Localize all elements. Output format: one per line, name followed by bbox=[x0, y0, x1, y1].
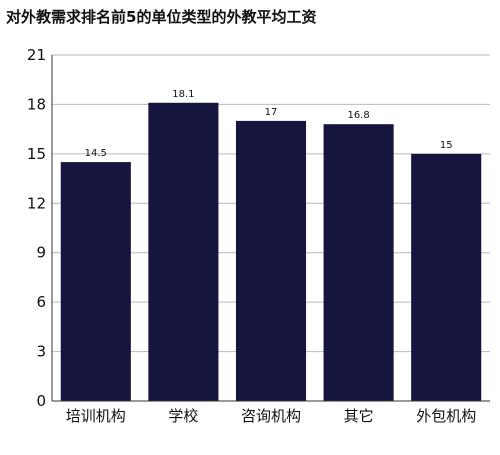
value-label: 14.5 bbox=[85, 148, 107, 159]
bars bbox=[60, 102, 482, 402]
value-label: 15 bbox=[440, 140, 453, 151]
y-tick-label: 21 bbox=[27, 46, 46, 64]
y-tick-label: 12 bbox=[27, 194, 46, 212]
value-label: 18.1 bbox=[172, 89, 194, 100]
category-label: 学校 bbox=[168, 407, 198, 425]
y-axis-ticks: 0 3 6 9 12 15 18 21 bbox=[27, 46, 46, 410]
chart-title: 对外教需求排名前5的单位类型的外教平均工资 bbox=[6, 8, 317, 26]
category-label: 外包机构 bbox=[416, 407, 476, 425]
y-tick-label: 15 bbox=[27, 145, 46, 163]
value-label: 17 bbox=[265, 107, 278, 118]
bar bbox=[235, 120, 307, 402]
y-tick-label: 18 bbox=[27, 95, 46, 113]
y-tick-label: 9 bbox=[36, 244, 46, 262]
value-label: 16.8 bbox=[347, 110, 369, 121]
category-labels: 培训机构 学校 咨询机构 其它 外包机构 bbox=[66, 407, 476, 425]
y-tick-label: 0 bbox=[36, 392, 46, 410]
bar bbox=[323, 124, 394, 401]
bar bbox=[411, 153, 482, 401]
category-label: 咨询机构 bbox=[241, 407, 301, 425]
value-labels: 14.5 18.1 17 16.8 15 bbox=[85, 89, 453, 159]
y-tick-label: 6 bbox=[36, 293, 46, 311]
y-tick-label: 3 bbox=[36, 343, 46, 361]
category-label: 其它 bbox=[344, 407, 374, 425]
bar bbox=[148, 102, 219, 402]
category-label: 培训机构 bbox=[66, 407, 126, 425]
bar bbox=[60, 162, 131, 401]
